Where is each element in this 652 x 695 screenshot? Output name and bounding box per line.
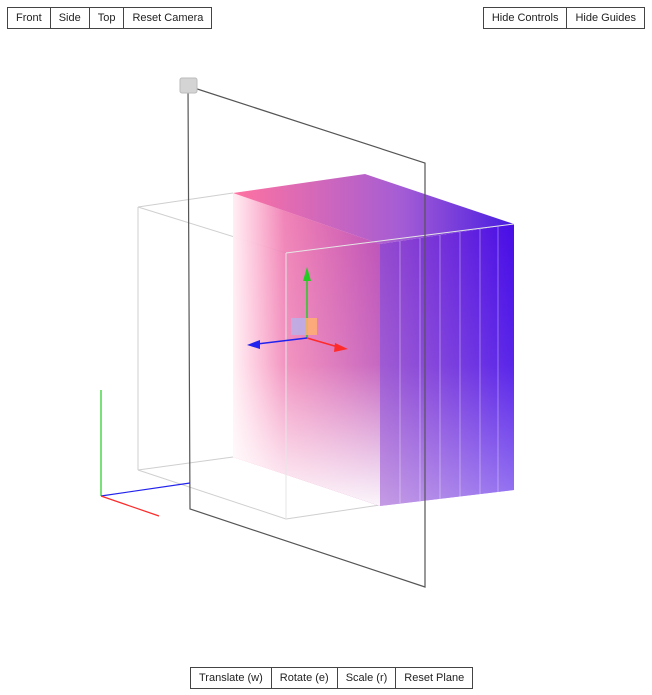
- plane-handle[interactable]: [179, 77, 198, 94]
- volume-slice-bands: [399, 226, 499, 503]
- slice-plane[interactable]: [187, 85, 426, 588]
- volume-right-fade: [380, 224, 514, 506]
- volume-front-fade-left: [233, 193, 380, 506]
- axes-helper: [100, 390, 191, 517]
- top-view-button[interactable]: Top: [88, 8, 124, 28]
- volume-top-face: [233, 174, 514, 244]
- rotate-button[interactable]: Rotate (e): [270, 668, 337, 688]
- side-view-button[interactable]: Side: [49, 8, 89, 28]
- gizmo-y-arrow[interactable]: [303, 267, 311, 281]
- front-view-button[interactable]: Front: [8, 8, 50, 28]
- scale-button[interactable]: Scale (r): [336, 668, 396, 688]
- reset-plane-button[interactable]: Reset Plane: [395, 668, 473, 688]
- volume-cube: [233, 174, 514, 506]
- reset-camera-button[interactable]: Reset Camera: [123, 8, 212, 28]
- plane-transform-controls: Translate (w) Rotate (e) Scale (r) Reset…: [190, 667, 474, 689]
- panel-toggle-controls: Hide Controls Hide Guides: [482, 7, 645, 29]
- transform-gizmo[interactable]: [247, 267, 348, 352]
- translate-button[interactable]: Translate (w): [191, 668, 271, 688]
- gizmo-x-arrow[interactable]: [334, 343, 348, 352]
- guide-box-front: [285, 223, 515, 519]
- gizmo-plane-handle[interactable]: [306, 318, 317, 335]
- gizmo-z-arrow[interactable]: [247, 340, 260, 349]
- gizmo-center-handle[interactable]: [291, 318, 306, 335]
- hide-guides-button[interactable]: Hide Guides: [566, 8, 644, 28]
- hide-controls-button[interactable]: Hide Controls: [483, 8, 567, 28]
- camera-view-controls: Front Side Top Reset Camera: [7, 7, 213, 29]
